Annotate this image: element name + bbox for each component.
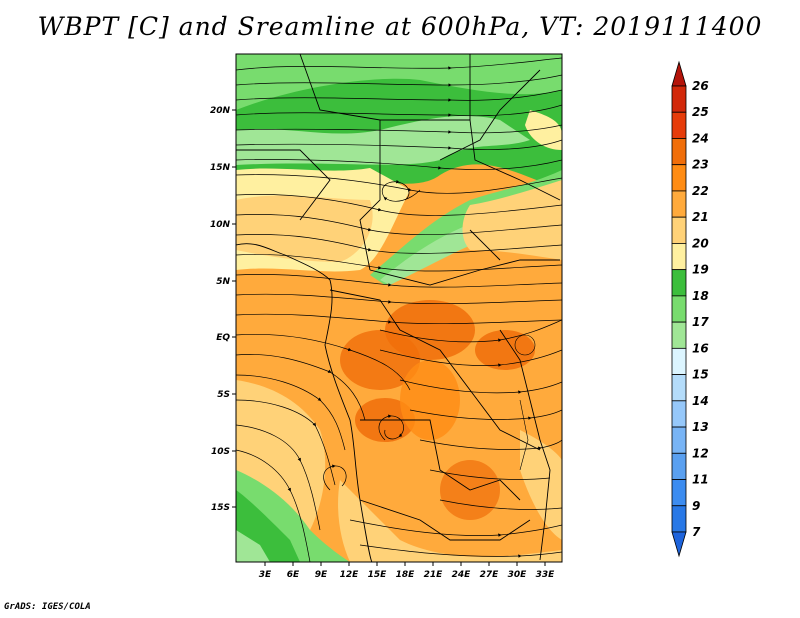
colorbar-label: 14 [692, 394, 709, 408]
lon-tick-label: 18E [396, 570, 416, 580]
colorbar-label: 13 [692, 420, 709, 434]
colorbar-label: 9 [692, 499, 700, 513]
lon-tick-label: 12E [340, 570, 360, 580]
colorbar-label: 17 [692, 315, 709, 329]
colorbar-label: 16 [692, 341, 709, 355]
colorbar-swatch [671, 400, 687, 428]
colorbar-swatch [671, 321, 687, 349]
colorbar-label: 15 [692, 368, 709, 382]
lat-tick-label: 15S [211, 503, 230, 513]
lat-tick-label: EQ [216, 333, 230, 343]
colorbar-swatch [671, 479, 687, 507]
lon-tick-label: 3E [259, 570, 272, 580]
lon-tick-label: 33E [536, 570, 556, 580]
colorbar-swatch [671, 295, 687, 323]
colorbar-swatch [671, 243, 687, 271]
lon-tick-label: 24E [452, 570, 472, 580]
colorbar-label: 18 [692, 289, 709, 303]
colorbar-swatch [671, 452, 687, 480]
lon-tick-label: 30E [508, 570, 528, 580]
colorbar-label: 12 [692, 446, 709, 460]
lon-tick-label: 27E [480, 570, 500, 580]
colorbar-label: 20 [692, 236, 709, 250]
lat-tick-label: 20N [210, 106, 231, 116]
colorbar-label: 21 [692, 210, 709, 224]
lat-tick-label: 10N [210, 220, 231, 230]
colorbar-swatch [671, 426, 687, 454]
colorbar-swatch [671, 190, 687, 218]
colorbar: 26 25 24 23 22 21 20 19 18 17 16 15 14 13 12 11 9 7 [671, 60, 709, 558]
longitude-axis: 3E 6E 9E 12E 15E 18E 21E 24E 27E 30E 33E [259, 562, 555, 580]
colorbar-swatch [671, 138, 687, 166]
colorbar-label: 19 [692, 263, 709, 277]
colorbar-label: 22 [692, 184, 709, 198]
lon-tick-label: 21E [424, 570, 444, 580]
chart-title: WBPT [C] and Sreamline at 600hPa, VT: 20… [37, 12, 763, 41]
lat-tick-label: 10S [211, 447, 230, 457]
colorbar-label: 25 [692, 105, 709, 119]
map-panel [236, 54, 562, 562]
colorbar-label: 11 [692, 473, 709, 487]
colorbar-swatch [671, 531, 687, 558]
colorbar-swatch [671, 216, 687, 244]
credit-label: GrADS: IGES/COLA [4, 602, 91, 612]
lon-tick-label: 6E [287, 570, 300, 580]
colorbar-label: 7 [692, 525, 701, 539]
lat-tick-label: 15N [210, 163, 231, 173]
colorbar-swatch [671, 60, 687, 87]
latitude-axis: 20N 15N 10N 5N EQ 5S 10S 15S [210, 106, 236, 513]
lon-tick-label: 9E [315, 570, 328, 580]
colorbar-swatch [671, 85, 687, 113]
colorbar-label: 24 [692, 131, 709, 145]
colorbar-label: 23 [692, 158, 709, 172]
colorbar-swatch [671, 374, 687, 402]
lon-tick-label: 15E [368, 570, 388, 580]
colorbar-swatch [671, 347, 687, 375]
colorbar-swatch [671, 164, 687, 192]
lat-tick-label: 5S [217, 390, 230, 400]
colorbar-swatch [671, 269, 687, 297]
colorbar-swatch [671, 111, 687, 139]
map-frame [235, 53, 563, 563]
colorbar-swatch [671, 505, 687, 533]
colorbar-label: 26 [692, 79, 709, 93]
lat-tick-label: 5N [216, 277, 230, 287]
